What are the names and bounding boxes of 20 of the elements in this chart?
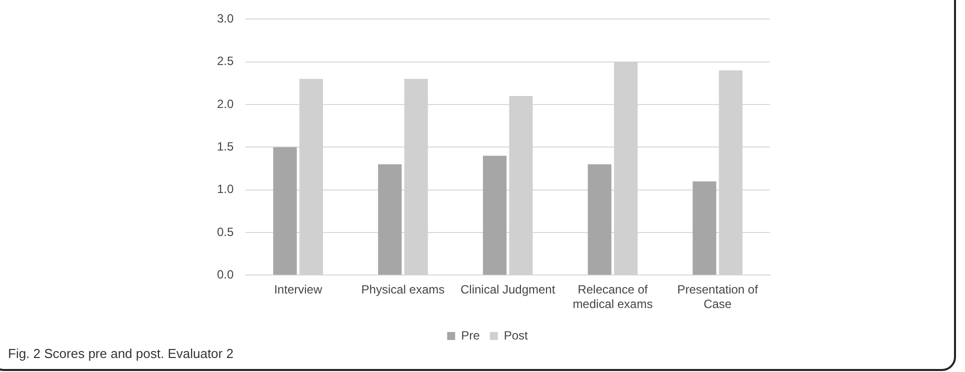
y-tick-label: 1.0 (216, 182, 234, 196)
bar (482, 156, 507, 275)
x-tick-label: Interview (274, 282, 322, 297)
y-tick-label: 0.5 (216, 224, 234, 239)
y-tick-label: 0.0 (216, 268, 234, 282)
x-tick-label: Relecance of medical exams (572, 282, 653, 312)
legend-label: Post (504, 328, 529, 342)
bar (273, 147, 297, 275)
bar (588, 164, 612, 275)
bar (378, 164, 402, 275)
x-tick-label: Clinical Judgment (460, 282, 556, 297)
x-tick-label: Presentation of Case (677, 282, 759, 312)
caption: Fig. 2 Scores pre and post. Evaluator 2 (8, 346, 234, 361)
y-tick-label: 1.5 (216, 140, 234, 154)
y-tick-label: 3.0 (216, 12, 234, 26)
legend-label: Pre (461, 328, 480, 342)
bar (692, 181, 716, 275)
y-tick-label: 2.0 (216, 96, 234, 111)
y-tick-label: 2.5 (216, 54, 234, 68)
x-tick-label: Physical exams (361, 282, 445, 297)
